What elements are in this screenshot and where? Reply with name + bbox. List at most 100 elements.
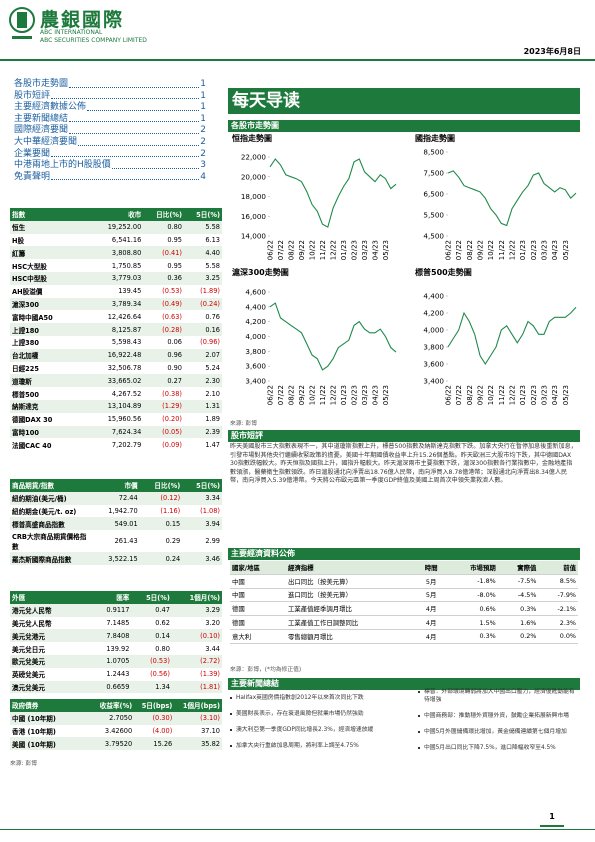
table-cell: 港元兌人民幣 bbox=[10, 603, 92, 617]
table-cell: AH股溢價 bbox=[12, 288, 43, 297]
toc-title: 企業要聞 bbox=[14, 148, 51, 159]
x-tick-label: 12/22 bbox=[330, 385, 338, 405]
table-header: 國家/地區 經濟指標 時間 市場預期 實際值 前值 bbox=[230, 561, 578, 575]
table-cell: 3.94 bbox=[182, 517, 222, 531]
x-tick-label: 07/22 bbox=[455, 240, 463, 260]
table-cell: 0.96 bbox=[143, 348, 184, 362]
table-cell: 72.44 bbox=[92, 491, 140, 505]
table-cell: 3.25 bbox=[184, 271, 222, 285]
y-tick-label: 18,000 bbox=[241, 192, 267, 201]
table-row: 意大利 零售總額月環比 4月 0.3% 0.2% 0.0% bbox=[230, 629, 578, 644]
toc-page: 2 bbox=[200, 148, 206, 159]
table-cell: 3,789.34 bbox=[92, 297, 144, 311]
table-row: 紐約期金(美元/t. oz) 1,942.70 (1.16) (1.08) bbox=[10, 505, 222, 518]
table-cell: 33,665.02 bbox=[92, 374, 144, 388]
data-table: 商品期貨/指數 市價 日比(%) 5日(%) 紐約期油(美元/桶) 72.44 (0.12)… bbox=[10, 479, 222, 565]
table-cell: 4月 bbox=[416, 629, 446, 644]
y-tick-label: 4,000 bbox=[245, 332, 266, 341]
x-tick-label: 11/22 bbox=[319, 385, 327, 405]
toc-item: 股市短評 1 bbox=[14, 91, 206, 103]
table-cell: 4,267.52 bbox=[111, 389, 142, 398]
toc-leader bbox=[87, 109, 200, 111]
table-cell: 0.80 bbox=[155, 644, 170, 653]
table-row: 英磅兌美元 1.2443 (0.56) (1.39) bbox=[10, 668, 222, 681]
header-cell: 5日(bps) bbox=[134, 699, 175, 712]
chart-title: 國指走勢圖 bbox=[415, 133, 455, 143]
table-cell: 納斯達克 bbox=[10, 399, 92, 413]
x-tick-label: 02/23 bbox=[530, 240, 538, 260]
table-header: 政府債券 收益率(%) 5日(bps) 1個月(bps) bbox=[10, 699, 222, 712]
table-cell: 6.13 bbox=[205, 235, 220, 244]
toc-page: 2 bbox=[200, 125, 206, 136]
header-cell: 收益率(%) bbox=[92, 699, 135, 712]
header-cell: 時間 bbox=[416, 561, 446, 575]
x-tick-label: 11/22 bbox=[498, 240, 506, 260]
table-cell: -4.5% bbox=[497, 588, 539, 603]
table-cell: 2.30 bbox=[184, 374, 222, 388]
table-cell: 紅籌 bbox=[10, 246, 92, 260]
table-cell: 0.29 bbox=[165, 537, 181, 546]
table-row: 標普500 4,267.52 (0.38) 2.10 bbox=[10, 387, 222, 400]
section-title: 主要新聞總結 bbox=[228, 678, 580, 690]
toc-item: 大中華經濟要聞 2 bbox=[14, 137, 206, 149]
table-cell: 上證380 bbox=[12, 339, 39, 348]
x-tick-label: 03/23 bbox=[541, 240, 549, 260]
line-series bbox=[447, 170, 577, 227]
table-row: 中國 (10年期) 2.7050 (0.30) (3.10) bbox=[10, 711, 222, 725]
table-cell: 標普高盛商品指數 bbox=[10, 517, 92, 531]
table-cell: 2.7050 bbox=[92, 711, 135, 725]
table-cell: (0.20) bbox=[162, 415, 182, 424]
y-tick-label: 22,000 bbox=[241, 153, 267, 162]
table-cell: (0.38) bbox=[162, 389, 182, 398]
x-tick-label: 06/22 bbox=[267, 240, 275, 260]
y-tick-label: 3,600 bbox=[245, 362, 266, 371]
table-cell: 日經225 bbox=[12, 364, 39, 373]
table-cell: 3,522.15 bbox=[92, 552, 140, 565]
table-row: 香港 (10年期) 3.42600 (4.00) 37.10 bbox=[10, 725, 222, 738]
toc-leader bbox=[51, 98, 200, 100]
commentary: 昨天美國股市三大指數表現不一，其中道瓊斯指數上升，標普500指數及納斯達克指數下… bbox=[230, 443, 577, 485]
toc-item: 各股市走勢圖 1 bbox=[14, 79, 206, 91]
table-cell: 0.76 bbox=[205, 312, 220, 321]
table-cell: 中國 bbox=[230, 574, 286, 589]
table-cell: 0.3% bbox=[497, 601, 539, 617]
table-cell: 0.62 bbox=[155, 618, 170, 627]
toc-title: 中港兩地上市的H股股價 bbox=[14, 160, 111, 171]
table-cell: 富時100 bbox=[10, 425, 92, 439]
table-cell: 上證180 bbox=[10, 323, 92, 336]
table-cell: 0.14 bbox=[131, 629, 172, 643]
y-tick-label: 3,600 bbox=[423, 360, 444, 369]
table-cell: 37.10 bbox=[201, 726, 220, 735]
table-cell: (0.05) bbox=[143, 425, 184, 439]
x-tick-label: 04/23 bbox=[551, 240, 559, 260]
toc-title: 股市短評 bbox=[14, 90, 51, 101]
table-row: 美國 (10年期) 3.79520 15.26 35.82 bbox=[10, 737, 222, 751]
table-cell: 0.3% bbox=[445, 629, 498, 644]
table-cell: 歐元兌美元 bbox=[10, 654, 92, 668]
table-cell: 8.5% bbox=[538, 574, 578, 589]
x-tick-label: 10/22 bbox=[487, 385, 495, 405]
company-en: ABC INTERNATIONAL bbox=[40, 29, 103, 36]
table-row: 恒生 19,252.00 0.80 5.58 bbox=[10, 220, 222, 234]
toc-title: 主要經濟數據公佈 bbox=[14, 102, 87, 113]
table-cell: 0.47 bbox=[131, 603, 172, 617]
y-tick-label: 3,800 bbox=[423, 343, 444, 352]
table-row: 紐約期油(美元/桶) 72.44 (0.12) 3.34 bbox=[10, 491, 222, 505]
toc-leader bbox=[51, 179, 200, 181]
table-row: HSC中型股 3,779.03 0.36 3.25 bbox=[10, 271, 222, 285]
table-row: 上證380 5,598.43 0.06 (0.96) bbox=[10, 336, 222, 349]
table-cell: 549.01 bbox=[92, 517, 140, 531]
toc-page: 3 bbox=[200, 160, 206, 171]
table-cell: -7.5% bbox=[497, 574, 539, 589]
table-cell: 1,942.70 bbox=[108, 506, 138, 515]
news-item: 中國商務部：推動穩外貿穩外資，鼓勵企業拓展新興市場 bbox=[418, 712, 578, 720]
header-cell: 日比(%) bbox=[143, 208, 184, 221]
news-item: 美國財長表示，存在衰退風險但就業市場仍然強勁 bbox=[230, 710, 405, 718]
table-cell: 3.44 bbox=[205, 644, 220, 653]
table-cell: -2.1% bbox=[538, 601, 578, 617]
table-cell: 5月 bbox=[416, 574, 446, 589]
table-row: 富時中國A50 12,426.64 (0.63) 0.76 bbox=[10, 310, 222, 323]
page-title: 每天导读 bbox=[228, 88, 580, 114]
table-row: 美元兌日元 139.92 0.80 3.44 bbox=[10, 642, 222, 655]
